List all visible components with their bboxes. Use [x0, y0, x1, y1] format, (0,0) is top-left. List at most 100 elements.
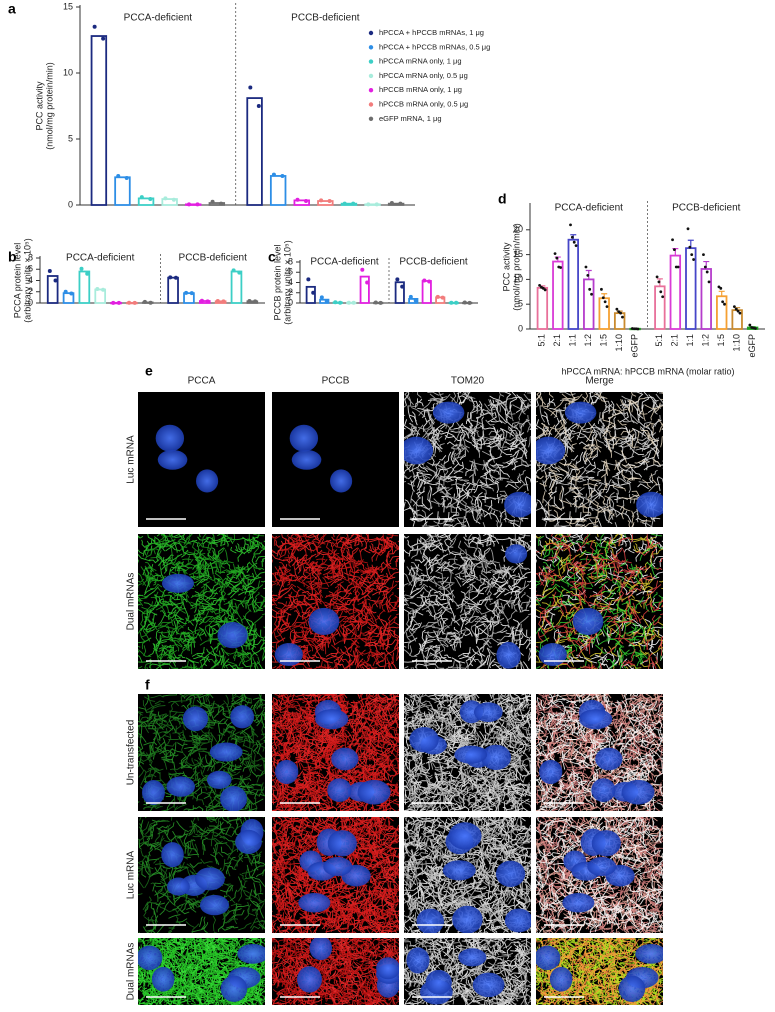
data-point	[360, 268, 364, 272]
data-point	[64, 290, 68, 294]
data-point	[659, 290, 662, 293]
group-label: PCCB-deficient	[399, 257, 468, 268]
row-label: Luc mRNA	[126, 851, 137, 900]
nucleus	[323, 857, 352, 876]
data-point	[148, 197, 152, 201]
data-point	[398, 202, 402, 206]
column-header: PCCA	[188, 376, 216, 387]
bar	[307, 287, 315, 303]
x-tick-label: eGFP	[747, 334, 757, 358]
micrograph	[523, 926, 675, 1007]
x-tick-label: 1:10	[732, 334, 742, 352]
data-point	[328, 199, 332, 203]
nucleus	[331, 748, 358, 771]
data-point	[168, 275, 172, 279]
micrograph	[259, 926, 411, 1007]
y-axis-label: (nmol/mg protein/min)	[44, 62, 54, 150]
legend-label: hPCCA mRNA only, 0.5 μg	[379, 71, 468, 80]
data-point	[704, 266, 707, 269]
data-point	[569, 223, 572, 226]
data-point	[733, 305, 736, 308]
micrograph	[521, 680, 679, 824]
nucleus	[505, 544, 527, 563]
micrograph	[272, 392, 399, 527]
data-point	[351, 202, 355, 206]
data-point	[719, 287, 722, 290]
data-point	[311, 291, 315, 295]
nucleus	[327, 778, 351, 802]
nucleus	[298, 893, 330, 913]
data-point	[253, 299, 257, 303]
y-tick-label: 0	[288, 297, 293, 307]
x-tick-label: 1:10	[614, 334, 624, 352]
nucleus	[315, 709, 348, 729]
nucleus	[221, 975, 248, 1001]
legend-marker	[369, 31, 373, 35]
panel-letter: a	[8, 1, 16, 17]
data-point	[95, 287, 99, 291]
data-point	[723, 303, 726, 306]
data-point	[673, 248, 676, 251]
data-point	[427, 279, 431, 283]
nucleus	[200, 895, 229, 915]
data-point	[658, 280, 661, 283]
legend-label: eGFP mRNA, 1 μg	[379, 114, 442, 123]
nucleus	[167, 878, 190, 896]
micrograph	[125, 926, 277, 1007]
nucleus	[406, 947, 429, 973]
data-point	[690, 253, 693, 256]
data-point	[739, 312, 742, 315]
data-point	[338, 301, 342, 305]
data-point	[347, 301, 351, 305]
data-point	[602, 296, 605, 299]
data-point	[296, 198, 300, 202]
y-tick-label: 2	[28, 286, 33, 296]
data-point	[721, 300, 724, 303]
bar	[232, 272, 242, 304]
x-tick-label: 1:2	[583, 334, 593, 347]
data-point	[414, 298, 418, 302]
nucleus	[235, 830, 262, 854]
bar	[538, 288, 548, 329]
data-point	[125, 176, 129, 180]
data-point	[468, 301, 472, 305]
nucleus	[183, 706, 208, 731]
nucleus	[195, 867, 225, 890]
nucleus	[433, 402, 464, 424]
data-point	[365, 281, 369, 285]
data-point	[604, 300, 607, 303]
data-point	[379, 301, 383, 305]
data-point	[140, 195, 144, 199]
data-point	[143, 300, 147, 304]
bar	[423, 281, 431, 303]
data-point	[395, 277, 399, 281]
data-point	[304, 199, 308, 203]
nucleus	[210, 743, 243, 762]
data-point	[400, 285, 404, 289]
data-point	[54, 279, 58, 283]
row-label: Dual mRNAs	[126, 943, 137, 1001]
y-tick-label: 10	[513, 274, 523, 284]
data-point	[573, 241, 576, 244]
nucleus	[505, 908, 533, 932]
row-label: Un-transfected	[126, 720, 137, 786]
y-tick-label: 4	[288, 277, 293, 287]
bar	[115, 177, 130, 205]
data-point	[117, 301, 121, 305]
nucleus	[358, 780, 391, 805]
data-point	[454, 301, 458, 305]
micrograph-background	[138, 392, 265, 527]
data-point	[619, 312, 622, 315]
nucleus	[452, 906, 482, 934]
micrograph	[522, 519, 676, 683]
nucleus	[142, 780, 165, 805]
data-point	[441, 296, 445, 300]
data-point	[463, 300, 467, 304]
bar	[92, 36, 107, 205]
bar	[599, 298, 609, 329]
data-point	[219, 202, 223, 206]
legend-marker	[369, 102, 373, 106]
nucleus	[565, 402, 596, 424]
data-point	[333, 300, 337, 304]
